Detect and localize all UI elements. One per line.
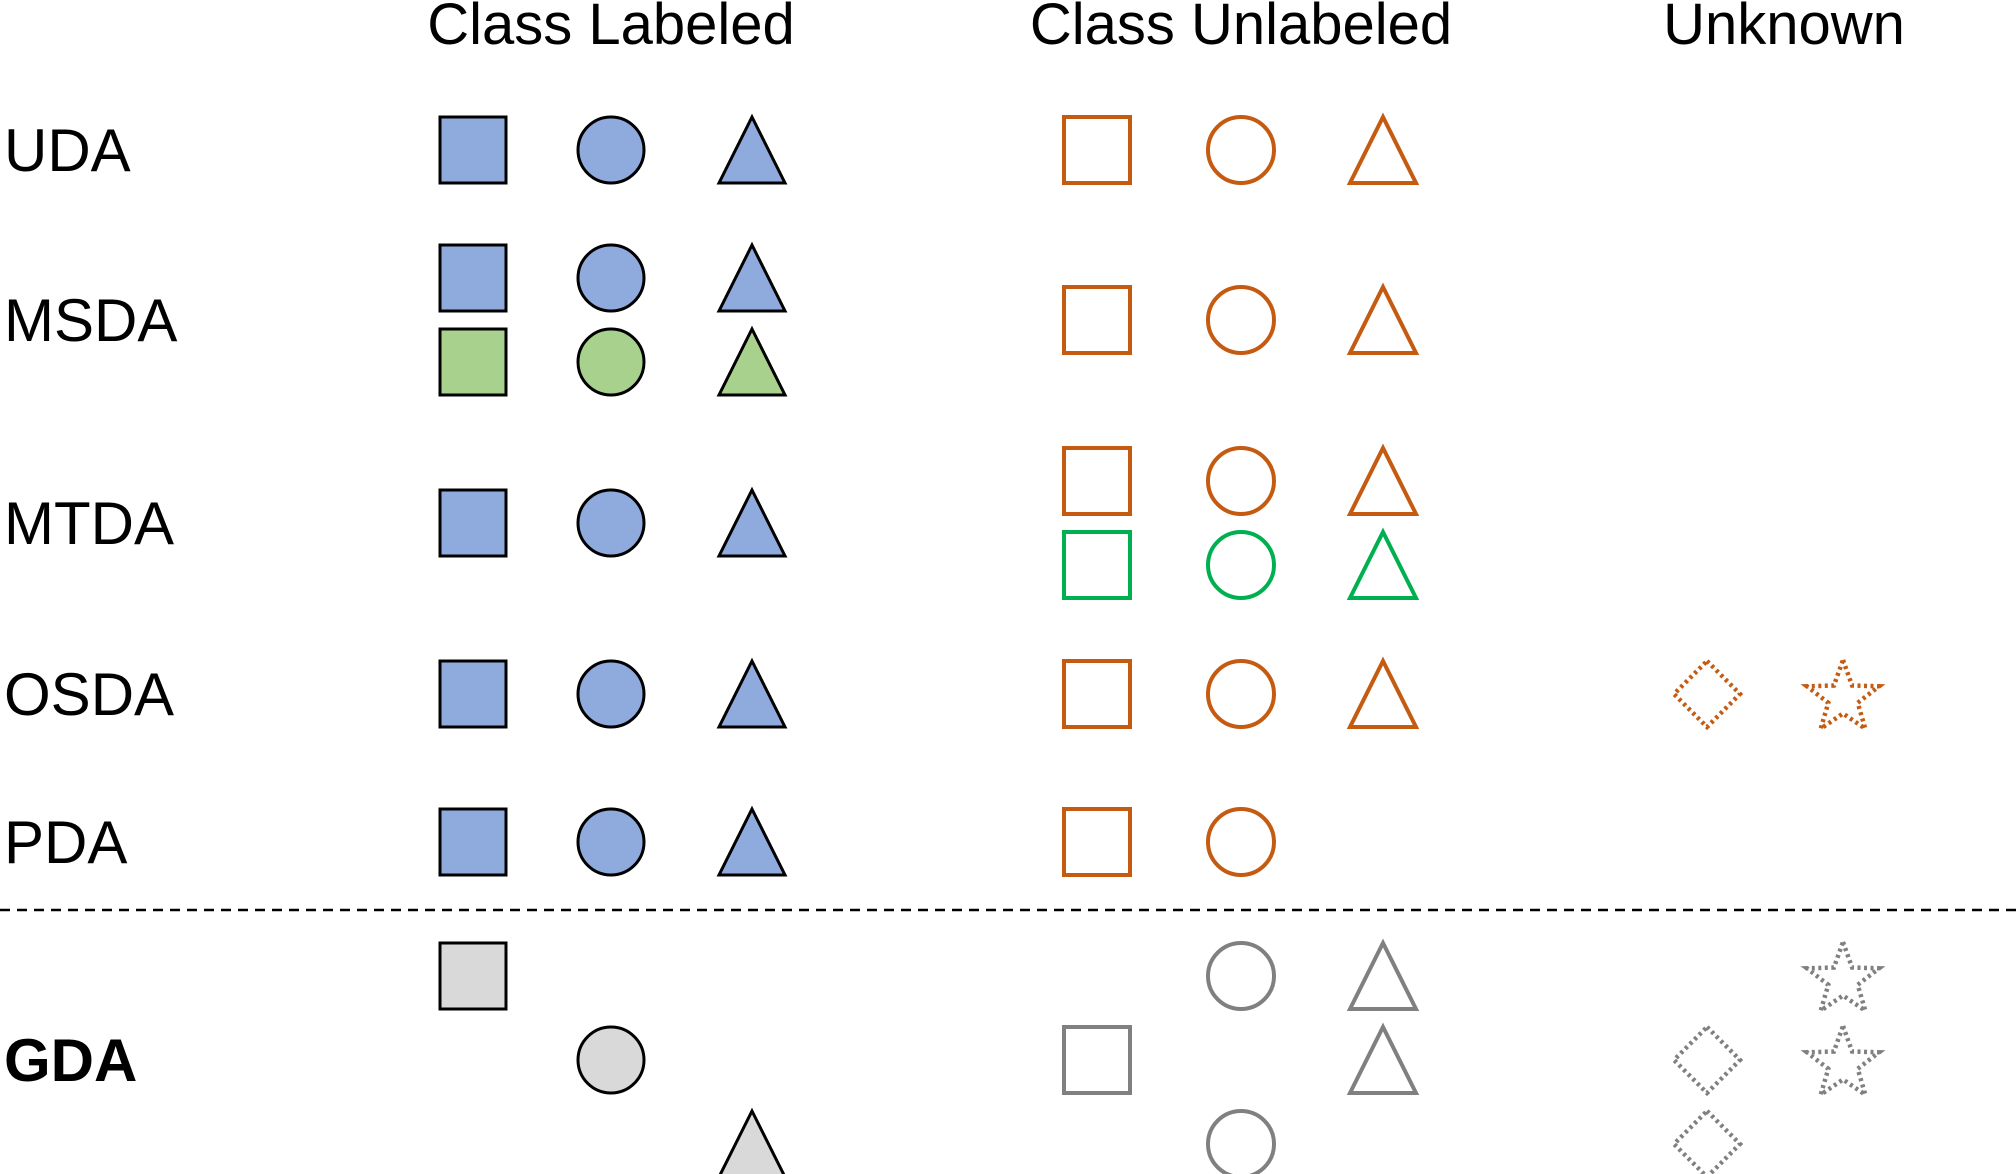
triangle-icon [1346, 938, 1420, 1011]
square-icon [438, 243, 508, 313]
circle-icon [1206, 941, 1276, 1011]
circle-icon [1206, 1109, 1276, 1174]
row-label-pda: PDA [4, 809, 127, 876]
triangle-icon [1346, 112, 1420, 185]
circle-icon [1206, 530, 1276, 600]
triangle-icon [716, 113, 788, 185]
row-msda: MSDA [4, 241, 1420, 397]
square-icon [1062, 285, 1132, 355]
square-icon [1062, 1025, 1132, 1095]
rows-layer: UDA MSDA MTDA OSDA PDA GDA [4, 112, 1886, 1174]
circle-icon [576, 327, 646, 397]
triangle-icon [716, 325, 788, 397]
row-label-msda: MSDA [4, 287, 177, 354]
circle-icon [1206, 115, 1276, 185]
row-label-mtda: MTDA [4, 490, 174, 557]
star-icon [1800, 935, 1886, 1017]
circle-icon [576, 488, 646, 558]
square-icon [438, 115, 508, 185]
star-icon [1800, 653, 1886, 735]
triangle-icon [1346, 656, 1420, 729]
circle-icon [576, 659, 646, 729]
row-pda: PDA [4, 805, 1276, 877]
square-icon [1062, 115, 1132, 185]
triangle-icon [1346, 443, 1420, 516]
square-icon [1062, 446, 1132, 516]
star-icon [1800, 1019, 1886, 1101]
row-label-gda: GDA [4, 1027, 137, 1094]
square-icon [438, 488, 508, 558]
circle-icon [576, 115, 646, 185]
triangle-icon [716, 657, 788, 729]
row-label-uda: UDA [4, 117, 131, 184]
triangle-icon [716, 241, 788, 313]
square-icon [438, 327, 508, 397]
circle-icon [1206, 807, 1276, 877]
square-icon [1062, 659, 1132, 729]
square-icon [1062, 530, 1132, 600]
square-icon [438, 941, 508, 1011]
triangle-icon [716, 805, 788, 877]
circle-icon [576, 807, 646, 877]
header-class-unlabeled: Class Unlabeled [1030, 0, 1452, 57]
triangle-icon [1346, 527, 1420, 600]
header-unknown: Unknown [1663, 0, 1905, 57]
triangle-icon [1346, 282, 1420, 355]
diamond-icon [1670, 1023, 1744, 1097]
triangle-icon [718, 1107, 786, 1174]
circle-icon [576, 1025, 646, 1095]
header-class-labeled: Class Labeled [427, 0, 795, 57]
diamond-icon [1670, 657, 1744, 731]
diamond-icon [1670, 1107, 1744, 1174]
circle-icon [576, 243, 646, 313]
square-icon [1062, 807, 1132, 877]
circle-icon [1206, 285, 1276, 355]
circle-icon [1206, 659, 1276, 729]
square-icon [438, 807, 508, 877]
triangle-icon [716, 486, 788, 558]
row-gda: GDA [4, 935, 1886, 1174]
row-osda: OSDA [4, 653, 1886, 735]
row-uda: UDA [4, 112, 1420, 185]
square-icon [438, 659, 508, 729]
row-label-osda: OSDA [4, 661, 174, 728]
circle-icon [1206, 446, 1276, 516]
row-mtda: MTDA [4, 443, 1420, 600]
triangle-icon [1346, 1022, 1420, 1095]
